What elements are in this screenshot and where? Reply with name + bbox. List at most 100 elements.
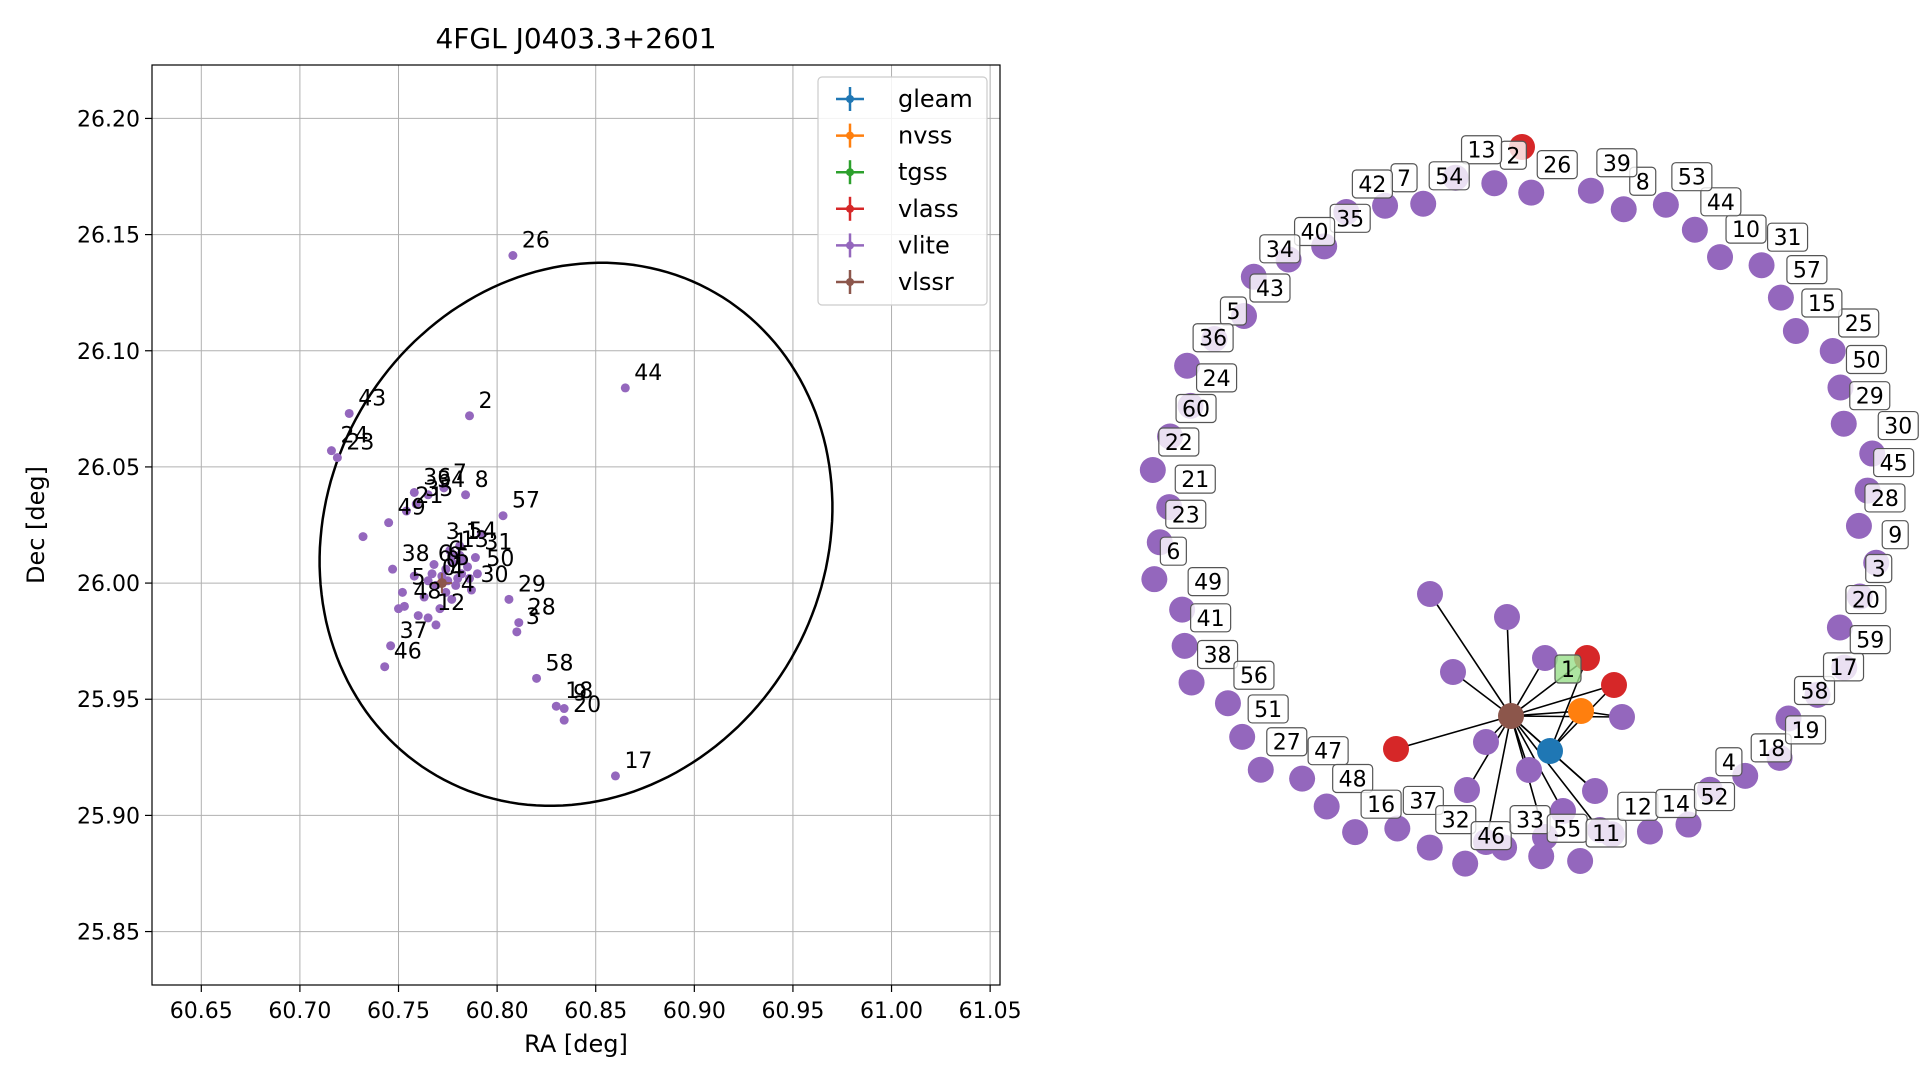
node-label-5: 5 [1219, 296, 1248, 326]
node-label-box [1715, 747, 1743, 777]
node-label-34: 34 [1259, 234, 1301, 264]
node-label-text: 59 [1856, 629, 1884, 654]
scatter-point-48 [399, 601, 409, 611]
scatter-point-20 [559, 715, 569, 725]
node-label-2: 2 [1499, 140, 1527, 170]
cluster-label: 4 [450, 558, 464, 583]
node-label-box [1249, 273, 1291, 303]
node-label-text: 42 [1358, 173, 1386, 198]
node-label-box [1259, 234, 1301, 264]
node-label-58: 58 [1793, 675, 1836, 706]
node-label-text: 48 [1339, 767, 1367, 792]
node-label-38: 38 [1196, 639, 1239, 670]
legend: gleam nvss tgss vlass vlite vlssr [817, 76, 988, 306]
point-label-13: 13 [461, 528, 489, 553]
node-label-37: 37 [1402, 785, 1444, 816]
legend-label: nvss [898, 122, 952, 150]
node-label-56: 56 [1233, 660, 1275, 690]
scatter-point [429, 559, 439, 569]
point-label-50: 50 [486, 547, 514, 572]
node-label-box [1175, 393, 1217, 424]
node-label-48: 48 [1332, 763, 1374, 794]
scatter-point [463, 562, 473, 572]
network-node-26 [1518, 179, 1545, 206]
node-label-18: 18 [1750, 733, 1792, 763]
scatter-point-7 [439, 483, 449, 493]
node-label-23: 23 [1165, 499, 1207, 529]
point-label-5: 5 [411, 565, 425, 590]
legend-box [817, 76, 988, 306]
node-label-box [1822, 652, 1865, 682]
x-tick-label: 60.85 [564, 999, 627, 1024]
x-ticks: 60.65 60.70 60.75 60.80 60.85 60.90 60.95 61.00… [170, 985, 1022, 1024]
cluster-label: 3 [446, 520, 460, 545]
node-label-text: 37 [1409, 789, 1437, 814]
scatter-point-35 [411, 499, 421, 509]
y-tick-label: 25.85 [77, 921, 140, 946]
node-label-text: 11 [1592, 822, 1620, 847]
node-label-text: 9 [1888, 524, 1902, 549]
node-label-box [1307, 736, 1349, 766]
y-axis-label: Dec [deg] [22, 466, 50, 584]
scatter-point-13 [447, 550, 457, 560]
node-label-26: 26 [1536, 150, 1578, 180]
legend-label: vlass [898, 195, 959, 223]
node-label-43: 43 [1249, 273, 1291, 303]
node-label-box [1174, 464, 1216, 494]
node-label-text: 26 [1543, 154, 1571, 179]
node-label-text: 55 [1553, 817, 1581, 842]
network-node-6 [1141, 566, 1168, 593]
network-node-44 [1681, 216, 1708, 243]
point-label-37: 37 [400, 619, 428, 644]
node-label-59: 59 [1849, 625, 1891, 655]
cluster-node [1582, 778, 1608, 804]
node-label-text: 21 [1181, 468, 1209, 493]
network-node-22 [1139, 456, 1166, 483]
y-tick-label: 26.20 [77, 107, 140, 132]
network-node-55 [1528, 843, 1555, 870]
node-label-box [1165, 499, 1207, 529]
network-node-51 [1229, 723, 1256, 750]
cluster-label: 1 [454, 530, 468, 555]
network-edge [1429, 593, 1512, 717]
point-label-2: 2 [479, 389, 493, 414]
legend-item-tgss: tgss [836, 158, 948, 186]
network-node-49 [1169, 596, 1196, 623]
legend-item-nvss: nvss [836, 122, 952, 150]
node-label-text: 25 [1845, 312, 1873, 337]
scatter-point-2 [465, 411, 475, 421]
point-label-8: 8 [475, 468, 489, 493]
x-tick-label: 60.75 [367, 999, 430, 1024]
node-label-text: 16 [1367, 793, 1395, 818]
cluster-node [1383, 736, 1409, 762]
node-label-box [1693, 781, 1736, 812]
node-label-text: 39 [1603, 152, 1631, 177]
node-label-box [1293, 216, 1336, 247]
node-label-49: 49 [1187, 567, 1229, 597]
node-label-text: 29 [1856, 385, 1884, 410]
node-label-57: 57 [1786, 255, 1828, 285]
node-label-54: 54 [1428, 161, 1470, 191]
node-label-text: 34 [1266, 238, 1294, 263]
node-label-box [1192, 323, 1234, 353]
scatter-point [427, 569, 437, 579]
legend-label: vlssr [898, 268, 954, 296]
node-label-box [1428, 161, 1470, 191]
network-node-28 [1845, 512, 1872, 539]
node-label-box [1596, 148, 1638, 178]
network-node-53 [1652, 191, 1679, 218]
node-label-51: 51 [1247, 694, 1289, 724]
node-label-text: 43 [1256, 277, 1284, 302]
network-graph: 2621354742354034435362460222123649413856… [1139, 134, 1919, 877]
point-label-26: 26 [522, 229, 550, 254]
point-label-49: 49 [398, 496, 426, 521]
y-tick-label: 26.10 [77, 340, 140, 365]
node-label-53: 53 [1671, 162, 1713, 192]
node-label-box [1470, 821, 1512, 851]
point-label-7: 7 [453, 461, 467, 486]
scatter-point-49 [384, 518, 394, 528]
node-label-text: 33 [1516, 809, 1544, 834]
cluster-node [1498, 703, 1524, 729]
network-node-41 [1171, 632, 1198, 659]
cluster-label: 0 [446, 548, 460, 573]
